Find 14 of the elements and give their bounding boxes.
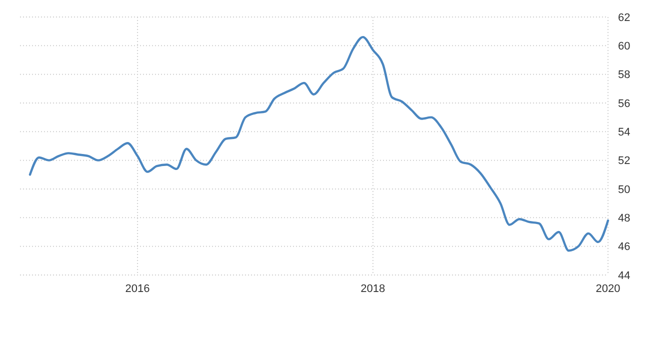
x-tick-label: 2018 [360, 283, 386, 295]
x-tick-label: 2020 [596, 283, 620, 295]
line-series [28, 36, 610, 252]
y-tick-label: 50 [618, 184, 630, 196]
y-tick-label: 62 [618, 12, 630, 24]
y-tick-label: 52 [618, 155, 630, 168]
y-tick-label: 54 [618, 126, 630, 139]
y-tick-label: 56 [618, 98, 630, 110]
y-tick-label: 46 [618, 241, 630, 254]
y-tick-label: 48 [618, 212, 630, 225]
y-tick-label: 44 [618, 270, 630, 282]
y-tick-label: 60 [618, 40, 630, 53]
y-tick-label: 58 [618, 69, 630, 82]
x-tick-label: 2016 [125, 283, 150, 295]
